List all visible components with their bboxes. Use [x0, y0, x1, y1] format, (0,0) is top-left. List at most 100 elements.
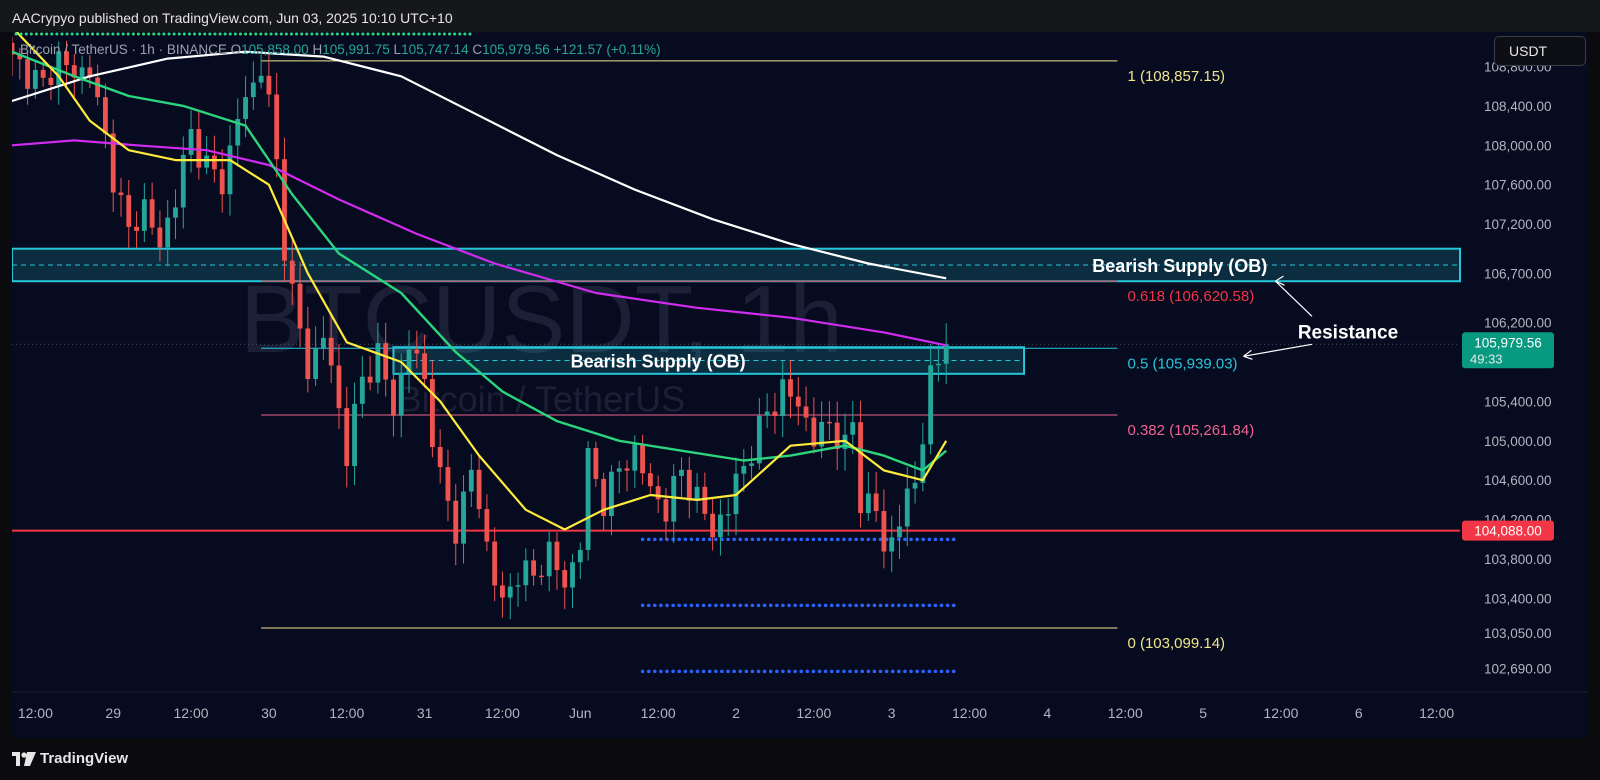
candle-body — [702, 486, 708, 514]
candle-body — [453, 500, 459, 544]
candle-body — [593, 447, 599, 479]
y-tick-label-11: 103,800.00 — [1484, 552, 1552, 567]
candle-body — [126, 195, 132, 227]
y-tick-label-14: 102,690.00 — [1484, 661, 1552, 676]
candle-body — [250, 82, 256, 98]
candle-body — [616, 468, 622, 472]
candle-body — [694, 486, 700, 501]
candle-body — [671, 475, 677, 522]
candle-body — [25, 59, 30, 89]
candle-body — [881, 511, 887, 552]
resistance-arrow-lower — [1243, 343, 1313, 357]
candle-body — [546, 541, 552, 577]
x-tick-label-10: 12:00 — [796, 705, 831, 721]
candle-body — [710, 513, 716, 538]
resistance-arrow-upper — [1275, 280, 1313, 317]
candle-body — [943, 344, 949, 364]
candle-body — [64, 51, 69, 66]
candle-body — [780, 379, 786, 416]
x-tick-label-4: 12:00 — [329, 705, 364, 721]
candle-body — [305, 328, 311, 380]
candle-body — [484, 509, 490, 542]
candle-body — [188, 129, 194, 155]
candle-body — [56, 51, 62, 85]
fib-label-1: 0.618 (106,620.58) — [1127, 288, 1254, 305]
candle-body — [196, 129, 202, 168]
candle-body — [289, 260, 295, 284]
candle-body — [437, 447, 443, 468]
candle-body — [531, 560, 537, 576]
candle-body — [149, 199, 155, 228]
resistance-arrowhead-upper — [1275, 275, 1285, 286]
pair-label: Bitcoin / TetherUS · 1h · BINANCE — [20, 42, 227, 57]
ema-white-line — [12, 50, 947, 280]
candle-body — [398, 373, 404, 416]
candle-body — [391, 379, 396, 416]
x-tick-label-2: 12:00 — [174, 705, 209, 721]
candle-body — [647, 473, 653, 487]
x-tick-label-9: 2 — [732, 705, 740, 721]
candle-body — [95, 77, 101, 98]
candle-body — [344, 408, 350, 467]
candle-body — [79, 67, 85, 78]
footer — [0, 738, 1600, 780]
candle-body — [507, 586, 513, 598]
candle-body — [375, 343, 381, 383]
candle-body — [725, 514, 731, 516]
candle-body — [406, 349, 412, 374]
candle-body — [359, 376, 365, 404]
support-price-tag — [1462, 520, 1554, 541]
close-label: C — [472, 42, 483, 57]
candle-body — [858, 422, 863, 514]
candle-body — [834, 422, 840, 450]
candle-body — [492, 541, 498, 586]
last-price-tag — [1462, 332, 1554, 369]
candle-body — [48, 77, 54, 85]
close-value: 105,979.56 — [482, 42, 550, 57]
last-price-label: 105,979.56 — [1474, 335, 1542, 350]
candle-body — [40, 69, 46, 78]
support-price-label: 104,088.00 — [1474, 524, 1542, 539]
x-tick-label-11: 3 — [888, 705, 896, 721]
candle-body — [741, 465, 747, 474]
candle-body — [515, 585, 521, 587]
candle-body — [538, 575, 544, 578]
candle-body — [523, 560, 529, 586]
candle-body — [282, 159, 287, 261]
candle-body — [429, 379, 435, 448]
candle-body — [570, 562, 575, 588]
candle-body — [904, 488, 910, 527]
x-tick-label-15: 5 — [1199, 705, 1207, 721]
candle-body — [811, 417, 817, 447]
candle-body — [383, 343, 389, 380]
open-value: 105,858.00 — [241, 42, 309, 57]
high-value: 105,991.75 — [322, 42, 390, 57]
price-axis-bg — [1460, 32, 1588, 738]
x-tick-label-17: 6 — [1355, 705, 1363, 721]
fib-label-2: 0.5 (105,939.03) — [1127, 355, 1237, 372]
candle-body — [500, 585, 505, 598]
tradingview-logo[interactable]: TradingView — [12, 750, 128, 767]
candle-body — [211, 155, 217, 170]
candle-body — [204, 155, 210, 168]
x-tick-label-8: 12:00 — [641, 705, 676, 721]
ema-yellow-line — [15, 32, 948, 531]
candle-body — [414, 349, 420, 354]
candle-body — [819, 421, 825, 447]
y-tick-label-13: 103,050.00 — [1484, 626, 1552, 641]
chart-area[interactable]: BTCUSDT, 1h Bitcoin / TetherUS 1 (108,857.… — [12, 32, 1588, 738]
candle-body — [103, 97, 108, 134]
y-tick-label-5: 106,700.00 — [1484, 266, 1552, 281]
candle-body — [266, 75, 272, 95]
high-label: H — [312, 42, 323, 57]
candle-body — [640, 444, 645, 474]
currency-button[interactable]: USDT — [1494, 36, 1586, 66]
candle-body — [873, 493, 879, 512]
y-tick-label-8: 105,000.00 — [1484, 434, 1552, 449]
candle-body — [173, 207, 178, 218]
change-value: +121.57 (+0.11%) — [553, 42, 661, 57]
candle-body — [336, 365, 342, 409]
candle-body — [235, 118, 241, 146]
candle-body — [679, 469, 684, 476]
